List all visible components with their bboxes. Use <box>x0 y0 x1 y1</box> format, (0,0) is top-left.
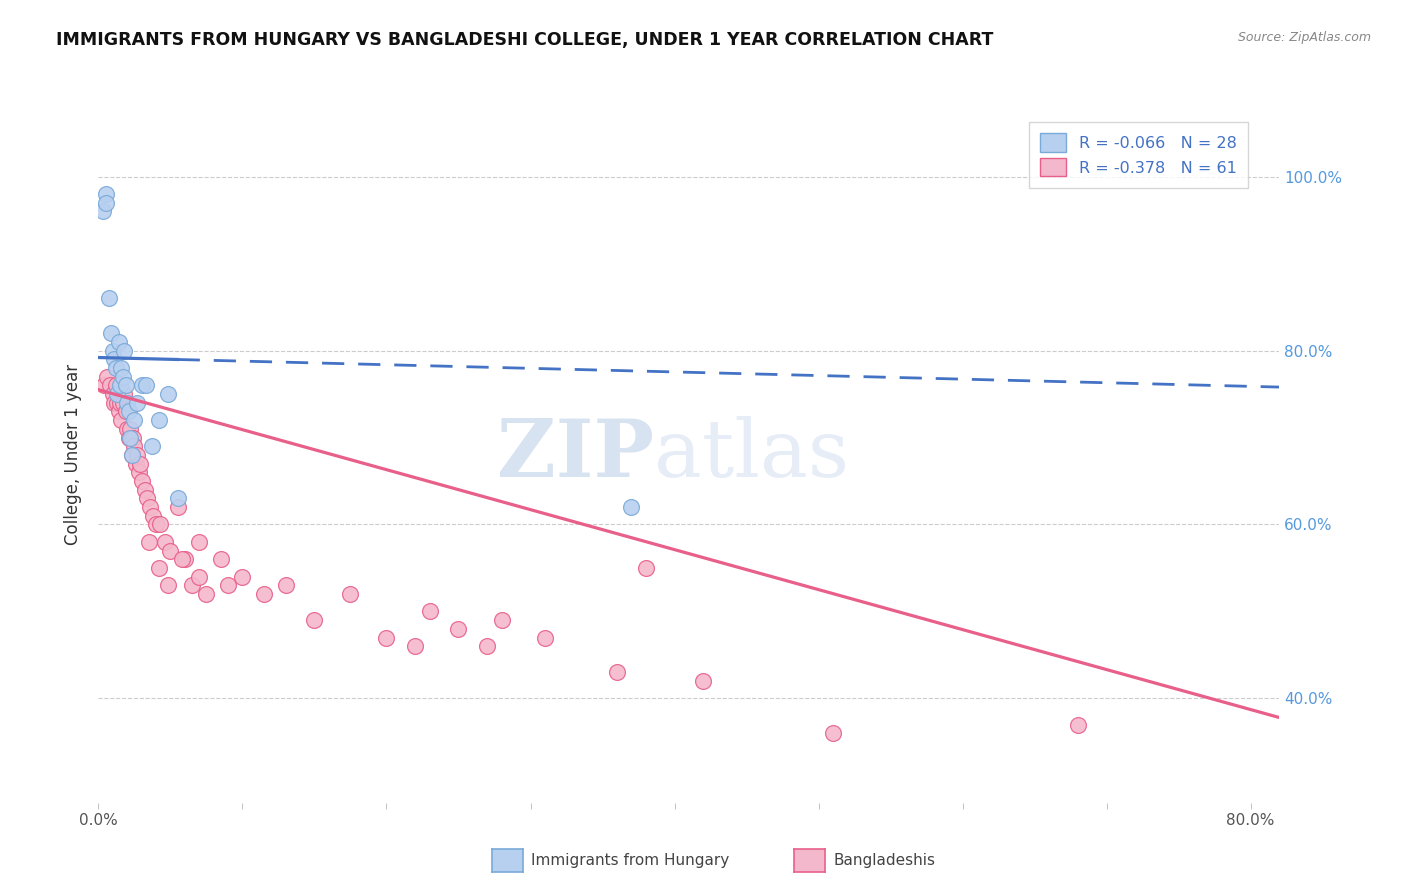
Point <box>231 570 253 584</box>
Point <box>188 570 211 584</box>
Point <box>135 378 157 392</box>
Point <box>100 326 122 341</box>
Point <box>304 613 326 627</box>
Point <box>153 535 176 549</box>
Point <box>124 439 146 453</box>
Point <box>114 378 136 392</box>
Point <box>112 343 135 358</box>
Point <box>94 195 117 210</box>
Point <box>136 491 159 506</box>
Point <box>115 422 138 436</box>
Point <box>141 439 163 453</box>
Point <box>94 187 117 202</box>
Point <box>110 360 132 375</box>
Point <box>134 483 156 497</box>
Point <box>105 387 128 401</box>
Point <box>534 631 557 645</box>
Point <box>142 508 165 523</box>
Point <box>477 639 499 653</box>
Point <box>97 291 120 305</box>
Point <box>110 413 132 427</box>
Point <box>118 431 141 445</box>
Point <box>188 535 211 549</box>
Point <box>1067 717 1090 731</box>
Point <box>122 431 145 445</box>
Point <box>112 387 135 401</box>
Point <box>166 500 188 514</box>
Point <box>139 500 162 514</box>
Point <box>105 396 128 410</box>
Point <box>149 517 172 532</box>
Point <box>127 448 149 462</box>
Point <box>166 491 188 506</box>
Point <box>156 578 179 592</box>
Point <box>253 587 276 601</box>
Point <box>375 631 398 645</box>
Point <box>125 457 148 471</box>
Point <box>120 422 142 436</box>
Point <box>821 726 844 740</box>
Point <box>121 448 143 462</box>
Legend: R = -0.066   N = 28, R = -0.378   N = 61: R = -0.066 N = 28, R = -0.378 N = 61 <box>1029 122 1249 187</box>
Point <box>108 378 131 392</box>
Point <box>103 396 125 410</box>
Point <box>148 413 170 427</box>
Point <box>120 431 142 445</box>
Point <box>121 448 143 462</box>
Text: Source: ZipAtlas.com: Source: ZipAtlas.com <box>1237 31 1371 45</box>
Point <box>447 622 470 636</box>
Point <box>129 457 152 471</box>
Point <box>692 674 714 689</box>
Point <box>209 552 232 566</box>
Point <box>131 378 153 392</box>
Point <box>124 413 146 427</box>
Point <box>217 578 239 592</box>
Text: ZIP: ZIP <box>496 416 654 494</box>
Point <box>156 387 179 401</box>
Point <box>195 587 218 601</box>
Point <box>127 396 149 410</box>
Point <box>173 552 195 566</box>
Point <box>606 665 628 680</box>
Point <box>108 396 131 410</box>
Text: atlas: atlas <box>654 416 849 494</box>
Point <box>148 561 170 575</box>
Point <box>91 204 114 219</box>
Point <box>104 378 127 392</box>
Point <box>339 587 361 601</box>
Point <box>111 396 134 410</box>
Point <box>98 378 121 392</box>
Point <box>93 378 115 392</box>
Point <box>159 543 181 558</box>
Point <box>145 517 167 532</box>
Point <box>111 369 134 384</box>
Text: IMMIGRANTS FROM HUNGARY VS BANGLADESHI COLLEGE, UNDER 1 YEAR CORRELATION CHART: IMMIGRANTS FROM HUNGARY VS BANGLADESHI C… <box>56 31 994 49</box>
Point <box>131 474 153 488</box>
Y-axis label: College, Under 1 year: College, Under 1 year <box>65 364 83 546</box>
Text: Immigrants from Hungary: Immigrants from Hungary <box>531 854 730 868</box>
Point <box>115 396 138 410</box>
Point <box>181 578 204 592</box>
Point <box>404 639 426 653</box>
Point <box>103 352 125 367</box>
Point <box>128 466 150 480</box>
Point <box>170 552 193 566</box>
Point <box>118 404 141 418</box>
Point <box>620 500 643 514</box>
Point <box>114 404 136 418</box>
Point <box>491 613 513 627</box>
Text: Bangladeshis: Bangladeshis <box>834 854 936 868</box>
Point <box>101 343 124 358</box>
Point <box>101 387 124 401</box>
Point <box>96 369 118 384</box>
Point <box>138 535 160 549</box>
Point <box>107 404 129 418</box>
Point <box>274 578 297 592</box>
Point <box>107 334 129 349</box>
Point <box>419 605 441 619</box>
Point <box>104 360 127 375</box>
Point <box>634 561 657 575</box>
